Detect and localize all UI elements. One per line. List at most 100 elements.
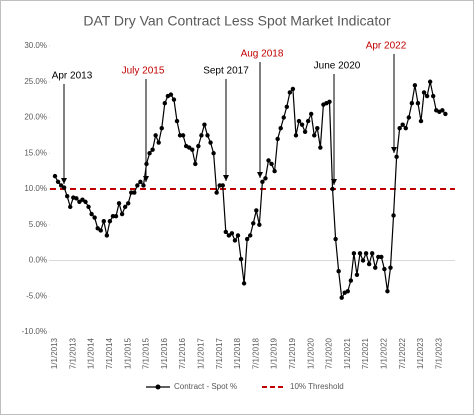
data-point bbox=[119, 211, 125, 217]
y-tick-label: 30.0% bbox=[24, 41, 47, 50]
data-point bbox=[244, 236, 250, 242]
data-point bbox=[251, 221, 256, 226]
data-point bbox=[89, 211, 94, 217]
data-point bbox=[397, 126, 402, 131]
data-point bbox=[113, 213, 119, 219]
data-point bbox=[284, 104, 289, 109]
data-point bbox=[278, 126, 283, 131]
data-point bbox=[305, 118, 311, 124]
data-point bbox=[61, 185, 67, 190]
data-point bbox=[296, 118, 302, 124]
data-point bbox=[379, 254, 384, 260]
data-point bbox=[260, 179, 265, 185]
data-point bbox=[196, 143, 201, 149]
data-point bbox=[354, 272, 360, 277]
x-tick-label: 1/1/2020 bbox=[306, 337, 315, 369]
data-point bbox=[348, 278, 354, 283]
data-point bbox=[263, 176, 268, 181]
x-tick-label: 7/1/2014 bbox=[105, 337, 114, 369]
data-point bbox=[443, 111, 448, 117]
data-point bbox=[144, 161, 149, 167]
x-tick-label: 7/1/2013 bbox=[68, 337, 77, 369]
data-point bbox=[162, 101, 167, 106]
data-point bbox=[281, 115, 286, 120]
data-point bbox=[312, 133, 317, 138]
data-point bbox=[217, 183, 222, 188]
data-point bbox=[360, 258, 366, 263]
data-point bbox=[190, 147, 195, 152]
x-tick-label: 7/1/2015 bbox=[142, 337, 151, 369]
data-point bbox=[431, 93, 436, 99]
data-point bbox=[418, 118, 424, 124]
data-point bbox=[147, 151, 152, 156]
y-tick-label: 25.0% bbox=[24, 77, 47, 86]
data-point bbox=[135, 183, 140, 188]
x-tick-label: 1/1/2022 bbox=[380, 337, 389, 369]
data-point bbox=[275, 136, 280, 142]
annotation: Sept 2017 bbox=[203, 66, 249, 77]
data-point bbox=[52, 173, 58, 179]
data-point bbox=[373, 265, 378, 270]
data-point bbox=[226, 233, 232, 238]
data-point bbox=[315, 126, 320, 131]
data-point bbox=[193, 161, 198, 167]
x-tick-label: 1/1/2015 bbox=[123, 337, 132, 369]
data-point bbox=[269, 161, 274, 167]
data-point bbox=[238, 256, 244, 262]
data-point bbox=[229, 231, 235, 236]
data-point bbox=[58, 183, 64, 188]
data-point bbox=[98, 228, 103, 233]
data-point bbox=[366, 261, 372, 267]
data-point bbox=[385, 289, 390, 294]
data-point bbox=[86, 204, 91, 210]
data-point bbox=[110, 213, 116, 219]
annotation: July 2015 bbox=[122, 66, 165, 77]
data-point bbox=[174, 118, 180, 124]
y-tick-label: 15.0% bbox=[24, 148, 47, 157]
y-tick-label: 20.0% bbox=[24, 113, 47, 122]
data-point bbox=[382, 266, 387, 272]
data-point bbox=[412, 83, 418, 88]
data-point bbox=[241, 281, 247, 286]
data-point bbox=[129, 190, 134, 195]
data-point bbox=[257, 222, 262, 227]
data-point bbox=[248, 233, 253, 238]
data-point bbox=[77, 199, 82, 205]
data-point bbox=[55, 179, 61, 185]
data-point bbox=[208, 140, 213, 145]
data-point bbox=[107, 218, 113, 224]
data-point bbox=[287, 90, 293, 95]
data-point bbox=[150, 147, 155, 152]
data-point bbox=[309, 111, 314, 117]
data-point bbox=[187, 145, 192, 150]
data-point bbox=[159, 126, 164, 131]
x-tick-label: 1/1/2013 bbox=[50, 337, 59, 369]
data-point bbox=[351, 251, 357, 256]
data-point bbox=[202, 122, 207, 127]
annotation: Apr 2022 bbox=[366, 41, 407, 52]
data-point bbox=[299, 122, 305, 127]
data-point bbox=[214, 190, 219, 195]
data-point bbox=[168, 92, 174, 97]
data-point bbox=[318, 145, 323, 150]
data-point bbox=[235, 233, 241, 238]
data-point bbox=[80, 197, 85, 202]
data-point bbox=[211, 151, 216, 156]
data-point bbox=[101, 218, 107, 224]
data-point bbox=[104, 233, 110, 238]
data-point bbox=[126, 201, 131, 206]
data-point bbox=[132, 190, 137, 195]
x-tick-label: 7/1/2022 bbox=[398, 337, 407, 369]
x-tick-label: 7/1/2023 bbox=[434, 337, 443, 369]
annotation: Aug 2018 bbox=[241, 49, 284, 60]
y-tick-label: -5.0% bbox=[26, 291, 47, 300]
data-point bbox=[421, 90, 427, 95]
annotation: June 2020 bbox=[314, 61, 361, 72]
data-point bbox=[409, 101, 415, 106]
data-point bbox=[65, 193, 70, 199]
x-tick-label: 7/1/2018 bbox=[251, 337, 260, 369]
data-point bbox=[302, 129, 308, 134]
data-point bbox=[138, 179, 143, 185]
